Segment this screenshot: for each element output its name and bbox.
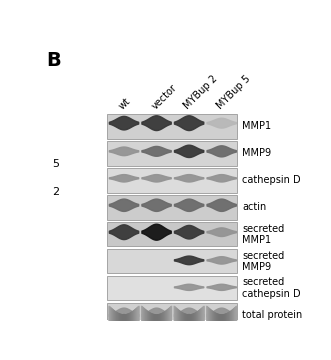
Text: secreted
MMP1: secreted MMP1 <box>242 224 284 245</box>
Text: MMP1: MMP1 <box>242 121 271 131</box>
Bar <box>107 195 237 220</box>
Bar <box>107 303 237 327</box>
Bar <box>107 114 237 139</box>
Bar <box>107 168 237 193</box>
Text: MYBup 5: MYBup 5 <box>215 73 252 111</box>
Text: wt: wt <box>117 95 132 111</box>
Text: vector: vector <box>150 82 178 111</box>
Text: MMP9: MMP9 <box>242 148 271 158</box>
Text: B: B <box>46 51 61 70</box>
Text: actin: actin <box>242 202 266 212</box>
Bar <box>107 249 237 274</box>
Text: 5: 5 <box>52 159 59 169</box>
Text: cathepsin D: cathepsin D <box>242 175 301 185</box>
Text: total protein: total protein <box>242 310 302 320</box>
Bar <box>107 222 237 247</box>
Text: secreted
cathepsin D: secreted cathepsin D <box>242 278 301 299</box>
Text: secreted
MMP9: secreted MMP9 <box>242 251 284 272</box>
Text: MYBup 2: MYBup 2 <box>182 73 219 111</box>
Bar <box>107 276 237 300</box>
Bar <box>107 141 237 166</box>
Text: 2: 2 <box>52 186 59 197</box>
